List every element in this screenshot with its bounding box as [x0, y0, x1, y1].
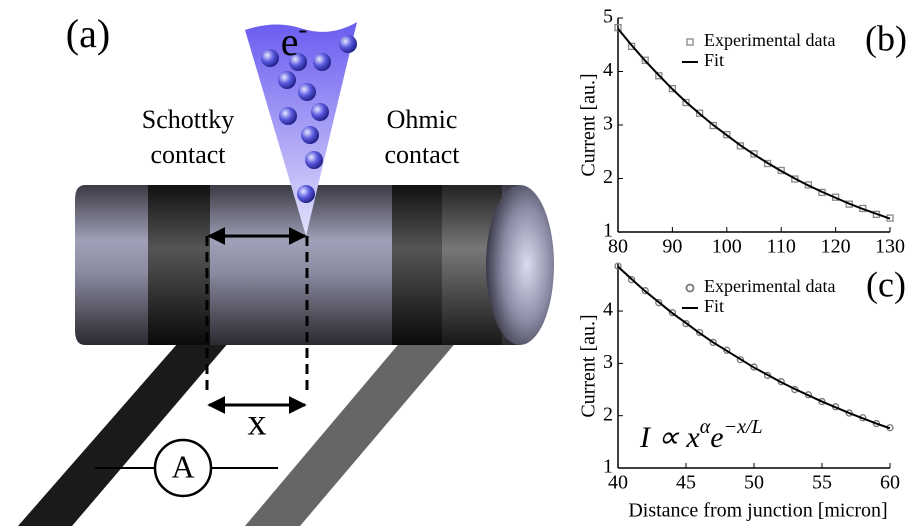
- legend-swatch: [687, 39, 693, 45]
- figure: e- x A (a) Schottky contact Ohmic contac…: [0, 0, 919, 526]
- contact-label: Schottky: [142, 105, 234, 134]
- panel-label: (a): [66, 11, 110, 56]
- formula-part: I ∝ x: [639, 421, 700, 454]
- x-tick-label: 100: [712, 236, 742, 258]
- x-tick-label: 90: [662, 236, 682, 258]
- y-axis-label: Current [au.]: [578, 314, 600, 417]
- x-tick-label: 60: [880, 472, 900, 494]
- y-tick-label: 2: [603, 166, 613, 188]
- contact-label: contact: [384, 140, 460, 169]
- formula-part: α: [700, 416, 711, 438]
- legend-label: Fit: [704, 50, 724, 70]
- fit-line: [618, 29, 890, 219]
- left-lead: [18, 335, 235, 526]
- legend-label: Experimental data: [704, 276, 835, 296]
- x-tick-label: 120: [821, 236, 851, 258]
- formula-part: e: [710, 421, 723, 454]
- formula-part: −x/L: [724, 416, 763, 438]
- legend-swatch: [687, 285, 694, 292]
- contact-label: Ohmic: [387, 105, 458, 134]
- y-tick-label: 4: [603, 59, 613, 81]
- ammeter-label: A: [171, 448, 194, 484]
- schottky-band: [148, 185, 210, 345]
- x-tick-label: 110: [767, 236, 796, 258]
- y-tick-label: 3: [603, 113, 613, 135]
- x-axis-label: Distance from junction [micron]: [628, 500, 887, 522]
- legend-label: Experimental data: [704, 30, 835, 50]
- x-tick-label: 50: [744, 472, 764, 494]
- electron-charge: -: [299, 15, 308, 44]
- y-axis-label: Current [au.]: [578, 73, 600, 176]
- panel-label: (b): [865, 18, 907, 58]
- y-tick-label: 4: [603, 299, 613, 321]
- x-tick-label: 55: [812, 472, 832, 494]
- panel-label: (c): [866, 264, 906, 304]
- y-tick-label: 3: [603, 351, 613, 373]
- x-tick-label: 130: [875, 236, 905, 258]
- y-tick-label: 2: [603, 403, 613, 425]
- panel-a: e- x A (a) Schottky contact Ohmic contac…: [18, 11, 554, 526]
- y-tick-label: 5: [603, 6, 613, 28]
- x-tick-label: 45: [676, 472, 696, 494]
- electron-symbol: e: [281, 19, 299, 64]
- ohmic-band: [392, 185, 442, 345]
- x-tick-label: 80: [608, 236, 628, 258]
- legend-label: Fit: [704, 296, 724, 316]
- right-lead: [245, 340, 458, 526]
- cylinder-end: [486, 185, 554, 345]
- contact-label: contact: [150, 140, 226, 169]
- x-tick-label: 40: [608, 472, 628, 494]
- formula: I ∝ xαe−x/L: [639, 416, 763, 454]
- distance-label: x: [248, 402, 267, 444]
